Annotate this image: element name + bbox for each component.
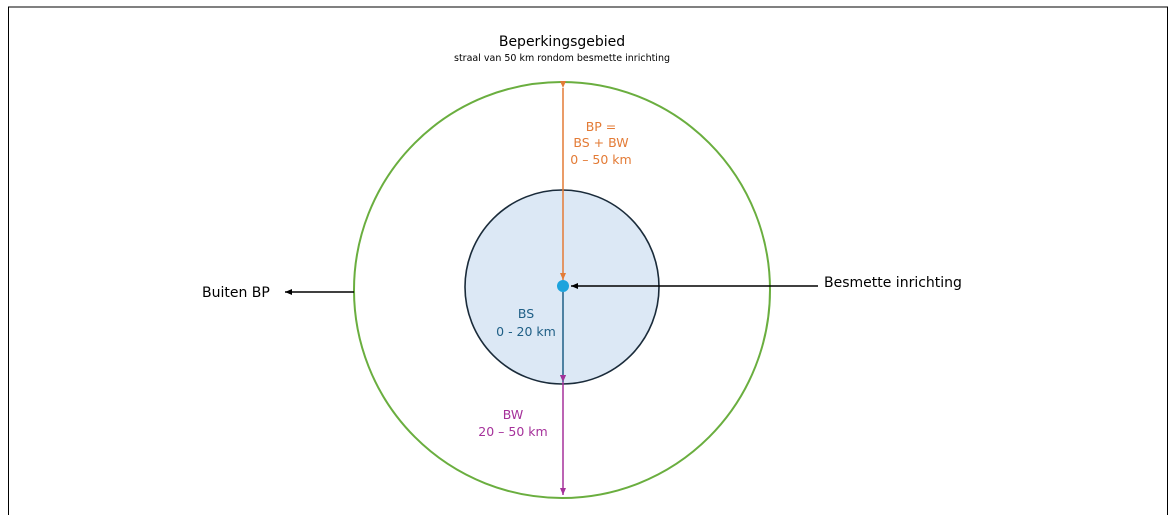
- bs-label-line-2: 0 - 20 km: [496, 324, 556, 339]
- bs-label-line-1: BS: [518, 306, 534, 321]
- bp-label-line-2: BS + BW: [573, 135, 628, 150]
- diagram-subtitle: straal van 50 km rondom besmette inricht…: [454, 53, 670, 64]
- bp-label-line-3: 0 – 50 km: [570, 152, 631, 167]
- bw-label-line-1: BW: [503, 407, 524, 422]
- infected-farm-label: Besmette inrichting: [824, 275, 962, 291]
- bp-label-line-1: BP =: [586, 119, 617, 134]
- infected-farm-dot: [557, 280, 569, 292]
- diagram-title: Beperkingsgebied: [499, 34, 625, 50]
- outside-bp-label: Buiten BP: [202, 285, 270, 301]
- bw-label-line-2: 20 – 50 km: [478, 424, 547, 439]
